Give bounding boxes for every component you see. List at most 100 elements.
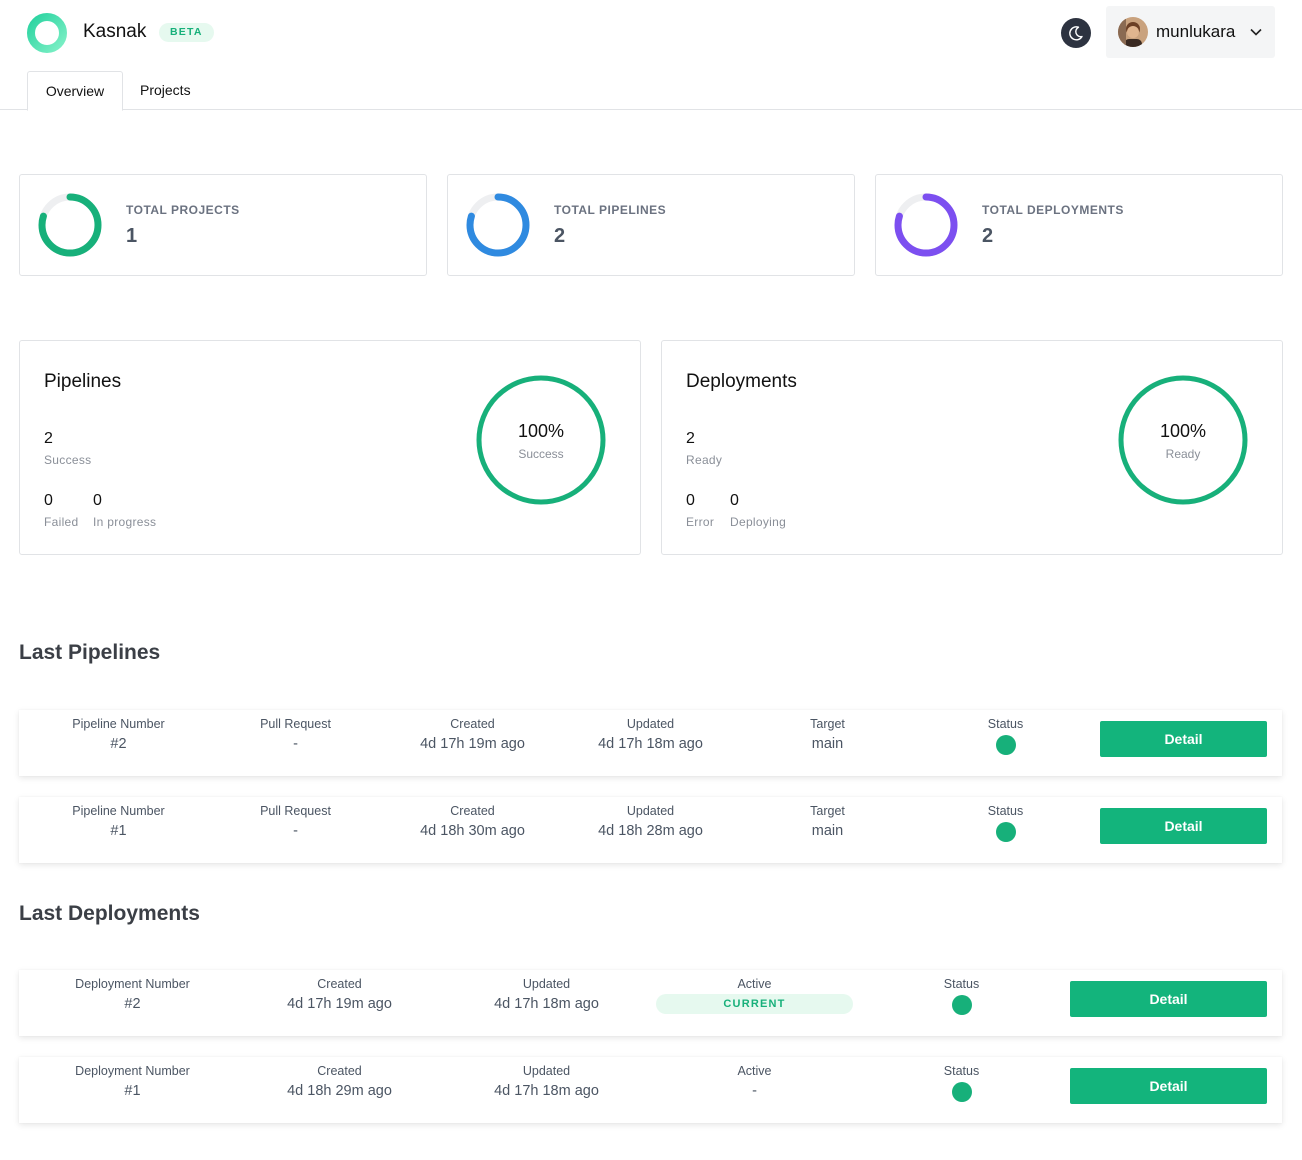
total-pipelines-card: TOTAL PIPELINES 2 <box>447 174 855 276</box>
active-value: - <box>752 1083 757 1099</box>
tab-projects[interactable]: Projects <box>140 82 191 98</box>
pipeline-number-cell: Pipeline Number #2 <box>19 710 218 752</box>
ring-percent: 100% <box>1159 421 1207 441</box>
current-badge: CURRENT <box>656 994 853 1014</box>
detail-button[interactable]: Detail <box>1100 808 1267 844</box>
updated-cell: Updated 4d 17h 18m ago <box>443 970 650 1012</box>
created-time: 4d 18h 30m ago <box>420 823 525 839</box>
active-cell: Active CURRENT <box>651 970 858 1014</box>
success-count: 2 <box>44 430 53 447</box>
active-cell: Active - <box>651 1057 858 1099</box>
ring-progress-arc <box>894 193 958 257</box>
detail-button[interactable]: Detail <box>1070 1068 1267 1104</box>
ring-progress-arc <box>476 375 606 505</box>
deployments-summary-card: Deployments 2 Ready 0 Error 0 Deploying … <box>661 340 1283 555</box>
pipelines-summary-card: Pipelines 2 Success 0 Failed 0 In progre… <box>19 340 641 555</box>
pipeline-row: Pipeline Number #2 Pull Request - Create… <box>19 710 1282 776</box>
deployment-number: #2 <box>124 996 141 1012</box>
ring-progress-arc <box>1118 375 1248 505</box>
col-header: Updated <box>626 717 675 731</box>
col-header: Active <box>737 977 772 991</box>
projects-ring-chart <box>38 193 102 257</box>
col-header: Target <box>810 804 845 818</box>
col-header: Updated <box>522 977 571 991</box>
ring-percent: 100% <box>517 421 565 441</box>
created-cell: Created 4d 17h 19m ago <box>373 710 572 752</box>
deploying-count: 0 <box>730 492 739 509</box>
target-cell: Target main <box>728 710 927 752</box>
col-header: Created <box>450 717 495 731</box>
theme-toggle-button[interactable] <box>1061 18 1091 48</box>
col-header: Deployment Number <box>75 977 190 991</box>
deployment-number-cell: Deployment Number #1 <box>29 1057 236 1099</box>
created-cell: Created 4d 18h 29m ago <box>236 1057 443 1099</box>
stat-value: 1 <box>126 225 138 247</box>
ring-progress-arc <box>38 193 102 257</box>
ring-progress-arc <box>466 193 530 257</box>
pipelines-success-ring <box>476 375 606 505</box>
stat-value: 2 <box>982 225 994 247</box>
total-projects-card: TOTAL PROJECTS 1 <box>19 174 427 276</box>
ready-count: 2 <box>686 430 695 447</box>
error-count: 0 <box>686 492 695 509</box>
pipelines-ring-chart <box>466 193 530 257</box>
col-header: Pipeline Number <box>72 804 165 818</box>
beta-badge: BETA <box>159 23 214 42</box>
status-cell: Status <box>858 970 1065 1020</box>
col-header: Active <box>737 1064 772 1078</box>
status-success-dot <box>951 1082 972 1102</box>
in-progress-count: 0 <box>93 492 102 509</box>
col-header: Updated <box>522 1064 571 1078</box>
deployment-number: #1 <box>124 1083 141 1099</box>
pipeline-number-cell: Pipeline Number #1 <box>19 797 218 839</box>
detail-button[interactable]: Detail <box>1100 721 1267 757</box>
pipeline-row: Pipeline Number #1 Pull Request - Create… <box>19 797 1282 863</box>
created-cell: Created 4d 17h 19m ago <box>236 970 443 1012</box>
username: munlukara <box>1156 22 1236 41</box>
status-success-dot <box>951 995 972 1015</box>
ring-label: Success <box>518 447 564 461</box>
status-cell: Status <box>858 1057 1065 1107</box>
deployment-number-cell: Deployment Number #2 <box>29 970 236 1012</box>
tab-overview[interactable]: Overview <box>27 71 123 111</box>
failed-label: Failed <box>44 515 79 529</box>
stat-label: TOTAL PROJECTS <box>126 203 240 217</box>
created-time: 4d 18h 29m ago <box>287 1083 392 1099</box>
updated-cell: Updated 4d 17h 18m ago <box>551 710 750 752</box>
success-label: Success <box>44 453 92 467</box>
top-header: Kasnak BETA munlukara <box>0 0 1302 64</box>
created-cell: Created 4d 18h 30m ago <box>373 797 572 839</box>
card-title: Pipelines <box>44 371 122 392</box>
stat-value: 2 <box>554 225 566 247</box>
created-time: 4d 17h 19m ago <box>287 996 392 1012</box>
col-header: Status <box>943 977 980 991</box>
ready-label: Ready <box>686 453 723 467</box>
status-success-dot <box>995 822 1016 842</box>
col-header: Status <box>987 804 1024 818</box>
col-header: Target <box>810 717 845 731</box>
pipeline-number: #1 <box>110 823 127 839</box>
app-name: Kasnak <box>83 21 147 42</box>
col-header: Status <box>987 717 1024 731</box>
tab-bar: Overview Projects <box>0 71 1302 111</box>
col-header: Created <box>450 804 495 818</box>
status-success-dot <box>995 735 1016 755</box>
status-cell: Status <box>906 797 1105 847</box>
status-cell: Status <box>906 710 1105 760</box>
pull-request-cell: Pull Request - <box>196 710 395 752</box>
avatar <box>1118 17 1148 47</box>
col-header: Created <box>317 977 362 991</box>
updated-cell: Updated 4d 17h 18m ago <box>443 1057 650 1099</box>
col-header: Pull Request <box>260 717 331 731</box>
col-header: Status <box>943 1064 980 1078</box>
target-cell: Target main <box>728 797 927 839</box>
error-label: Error <box>686 515 715 529</box>
col-header: Created <box>317 1064 362 1078</box>
deployment-row: Deployment Number #1 Created 4d 18h 29m … <box>19 1057 1282 1123</box>
detail-button[interactable]: Detail <box>1070 981 1267 1017</box>
col-header: Pipeline Number <box>72 717 165 731</box>
user-menu-button[interactable]: munlukara <box>1106 6 1275 58</box>
deploying-label: Deploying <box>730 515 787 529</box>
kasnak-logo[interactable] <box>26 12 68 54</box>
col-header: Deployment Number <box>75 1064 190 1078</box>
